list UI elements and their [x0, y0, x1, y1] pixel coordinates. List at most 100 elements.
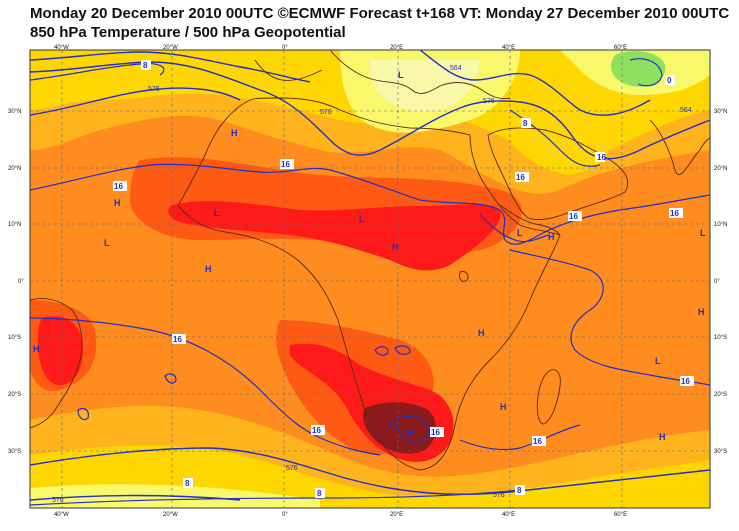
geopotential-label: 576: [493, 492, 505, 499]
high-marker: H: [548, 232, 555, 242]
lat-tick-label: 30°S: [714, 449, 727, 455]
pressure-lows: L L L L L L L L: [104, 70, 706, 430]
temperature-label: 16: [431, 428, 440, 437]
geopotential-label: 576: [52, 497, 64, 504]
coastline-iberia: [254, 59, 323, 81]
lat-tick-label: 30°S: [8, 449, 21, 455]
temperature-contour-16-kalahari: [394, 415, 430, 443]
geopotential-contour-north-4: [30, 87, 241, 116]
temperature-hot-brazil: [37, 316, 84, 386]
temperature-hot-sahel: [168, 201, 501, 271]
lat-tick-label: 0°: [18, 279, 24, 285]
temperature-label: 8: [523, 119, 528, 128]
high-marker: H: [500, 402, 507, 412]
geopotential-labels: 576 576 576 564 564 576 576 576: [52, 65, 692, 504]
geopotential-contour-north-3: [419, 50, 651, 116]
lat-ticks-left: 30°N 20°N 10°N 0° 10°S 20°S 30°S: [8, 109, 24, 455]
temperature-label: 16: [681, 377, 690, 386]
temperature-label: 16: [533, 437, 542, 446]
map-frame: [29, 49, 711, 509]
geopotential-label: 576: [483, 98, 495, 105]
lat-tick-label: 20°S: [8, 392, 21, 398]
geopotential-label: 576: [148, 86, 160, 93]
temperature-label: 16: [312, 426, 321, 435]
pressure-highs: H H H H H H H H H H H: [33, 128, 705, 442]
temperature-contour-16-east: [509, 249, 710, 386]
temperature-contour-0-ne: [629, 58, 663, 87]
temperature-label: 8: [185, 479, 190, 488]
low-marker: L: [655, 356, 661, 366]
lon-tick-label: 40°W: [54, 45, 69, 51]
lon-tick-label: 60°E: [614, 512, 627, 518]
lat-tick-label: 20°N: [8, 166, 21, 172]
coastline-india: [649, 119, 710, 176]
temperature-label: 16: [670, 209, 679, 218]
temperature-contour-16-horn: [479, 214, 549, 243]
high-marker: H: [114, 198, 121, 208]
high-marker: H: [392, 242, 399, 252]
high-marker: H: [478, 328, 485, 338]
temperature-green-ne: [611, 51, 666, 87]
high-marker: H: [407, 428, 414, 438]
temperature-contour-16-sw: [30, 317, 381, 456]
lat-tick-label: 10°N: [8, 222, 21, 228]
lon-tick-label: 60°E: [614, 45, 627, 51]
geopotential-contour-north-2: [30, 51, 311, 83]
temperature-label: 16: [281, 160, 290, 169]
lat-tick-label: 30°N: [8, 109, 21, 115]
lon-tick-label: 40°E: [502, 45, 515, 51]
lat-tick-label: 10°N: [714, 222, 727, 228]
lat-tick-label: 30°N: [714, 109, 727, 115]
temperature-contour-16-small: [374, 346, 389, 356]
temperature-label: 8: [143, 61, 148, 70]
high-marker: H: [698, 307, 705, 317]
lon-tick-label: 20°E: [390, 512, 403, 518]
graticule: [30, 50, 710, 508]
lon-ticks-bottom: 40°W 20°W 0° 20°E 40°E 60°E: [54, 512, 627, 518]
geopotential-label: 576: [286, 465, 298, 472]
lat-tick-label: 10°S: [714, 335, 727, 341]
temperature-contour-16-small2: [394, 345, 411, 355]
lon-tick-label: 20°W: [163, 512, 178, 518]
temperature-label: 16: [173, 335, 182, 344]
lat-tick-label: 0°: [714, 279, 720, 285]
lon-tick-label: 40°E: [502, 512, 515, 518]
geopotential-contour-south-2: [30, 494, 241, 501]
coastline-south-america: [30, 298, 83, 429]
coastline-africa: [177, 97, 561, 471]
lat-tick-label: 20°S: [714, 392, 727, 398]
map-title-block: Monday 20 December 2010 00UTC ©ECMWF For…: [30, 4, 729, 42]
temperature-contour-16-atlantic: [77, 407, 89, 421]
coastline-horn: [499, 204, 561, 236]
lat-ticks-right: 30°N 20°N 10°N 0° 10°S 20°S 30°S: [714, 109, 727, 455]
high-marker: H: [33, 344, 40, 354]
lon-tick-label: 20°W: [163, 45, 178, 51]
temperature-veryhot-kalahari: [363, 402, 436, 454]
coastline-arabia: [487, 127, 629, 221]
coastline-lake: [459, 271, 469, 283]
lon-tick-label: 0°: [282, 512, 288, 518]
low-marker: L: [214, 208, 220, 218]
lat-tick-label: 20°N: [714, 166, 727, 172]
temperature-contour-8-south: [30, 489, 521, 506]
low-marker: L: [398, 70, 404, 80]
map-subtitle: 850 hPa Temperature / 500 hPa Geopotenti…: [30, 24, 346, 41]
low-marker: L: [517, 228, 523, 238]
map-title: Monday 20 December 2010 00UTC ©ECMWF For…: [30, 5, 730, 22]
lon-tick-label: 0°: [282, 45, 288, 51]
coastline-madagascar: [536, 369, 561, 425]
low-marker: L: [700, 228, 706, 238]
temperature-contour-8-north: [30, 63, 165, 81]
temperature-label: 8: [517, 486, 522, 495]
temperature-label: 16: [569, 212, 578, 221]
temperature-label: 16: [114, 182, 123, 191]
geopotential-contour-south-1: [30, 447, 710, 495]
temperature-label: 8: [317, 489, 322, 498]
temperature-label: 16: [516, 173, 525, 182]
coastlines: [30, 50, 710, 471]
temperature-contour-16-se: [459, 424, 581, 451]
temperature-contour-16-brazil: [164, 373, 177, 384]
low-marker: L: [104, 238, 110, 248]
geopotential-label: 564: [450, 65, 462, 72]
